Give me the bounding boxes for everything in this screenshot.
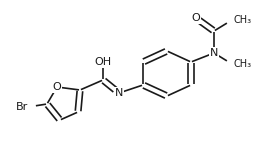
Text: CH₃: CH₃	[233, 59, 251, 69]
Text: Br: Br	[16, 102, 28, 112]
Text: N: N	[210, 48, 218, 58]
Text: OH: OH	[94, 57, 112, 67]
Text: O: O	[53, 82, 61, 92]
Text: CH₃: CH₃	[233, 15, 251, 25]
Text: N: N	[115, 88, 123, 98]
Text: O: O	[192, 13, 200, 23]
